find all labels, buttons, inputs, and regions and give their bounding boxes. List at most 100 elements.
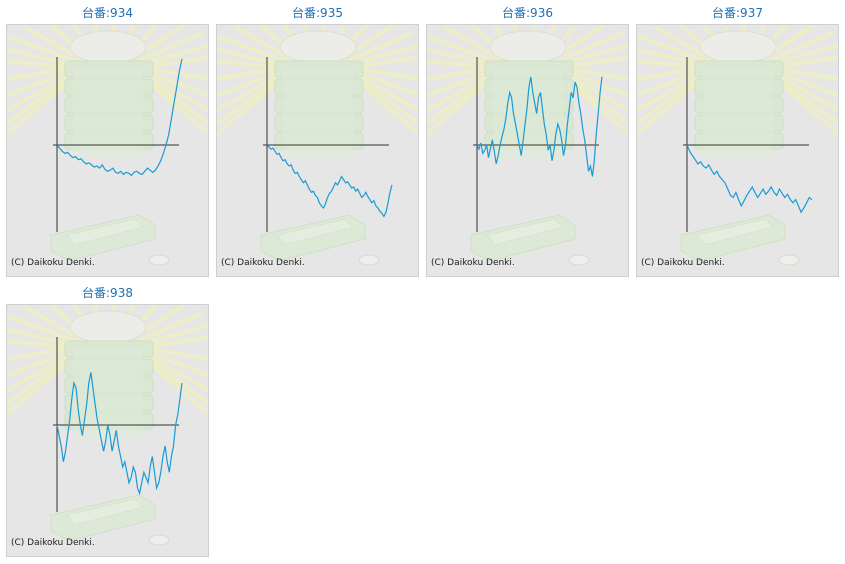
bottom-tray-inner <box>276 218 354 246</box>
light-ray <box>357 70 418 98</box>
balance-line <box>266 144 393 218</box>
stacked-tray <box>64 96 154 114</box>
stacked-tray <box>64 60 154 78</box>
light-ray <box>7 360 70 417</box>
light-ray <box>217 80 280 137</box>
stacked-tray <box>484 114 574 132</box>
light-ray <box>7 34 84 67</box>
light-ray <box>567 70 628 98</box>
light-ray <box>146 360 208 416</box>
light-ray <box>147 74 208 113</box>
balance-line <box>56 58 183 177</box>
card-title[interactable]: 台番:938 <box>82 286 133 300</box>
light-ray <box>356 77 418 126</box>
card-title[interactable]: 台番:936 <box>502 6 553 20</box>
light-ray <box>760 31 834 66</box>
stacked-tray <box>274 78 364 96</box>
light-ray <box>567 66 628 81</box>
light-ray <box>130 311 204 346</box>
light-ray <box>7 350 69 378</box>
light-ray <box>147 66 208 81</box>
stacked-tray <box>484 60 574 78</box>
graph-panel: (C) Daikoku Denki. <box>426 24 629 277</box>
light-ray <box>23 25 89 65</box>
stacked-tray <box>694 78 784 96</box>
light-ray <box>550 31 624 66</box>
copyright-text: (C) Daikoku Denki. <box>431 258 515 268</box>
light-ray <box>7 314 84 347</box>
light-ray <box>427 59 499 71</box>
ball-pile <box>699 30 777 64</box>
light-ray <box>427 77 490 126</box>
graph-panel: (C) Daikoku Denki. <box>6 24 209 277</box>
graph-panel: (C) Daikoku Denki. <box>6 304 209 557</box>
machine-illustration <box>217 25 418 266</box>
balance-line <box>686 144 813 214</box>
light-ray <box>637 34 714 67</box>
tray-column <box>283 69 353 159</box>
light-ray <box>146 80 208 136</box>
stacked-tray <box>274 96 364 114</box>
stacked-tray <box>64 114 154 132</box>
light-ray <box>776 80 838 136</box>
ball-dish <box>148 534 170 546</box>
bottom-tray-inner <box>66 498 144 526</box>
graph-card-934: 台番:934 (C) Daikoku Denki. <box>6 0 209 278</box>
light-ray <box>7 339 79 351</box>
bottom-tray-inner <box>486 218 564 246</box>
card-title[interactable]: 台番:934 <box>82 6 133 20</box>
light-ray <box>637 77 700 126</box>
light-ray <box>427 74 489 113</box>
balance-line <box>56 372 183 496</box>
light-ray <box>7 80 70 137</box>
light-ray <box>637 74 699 113</box>
ball-dish <box>568 254 590 266</box>
stacked-tray <box>64 78 154 96</box>
light-ray <box>146 357 208 406</box>
copyright-text: (C) Daikoku Denki. <box>641 258 725 268</box>
light-ray <box>7 346 69 362</box>
stacked-tray <box>274 60 364 78</box>
light-ray <box>147 350 208 378</box>
tray-column <box>703 69 773 159</box>
light-ray <box>357 74 418 113</box>
light-ray <box>217 70 279 98</box>
light-ray <box>146 77 208 126</box>
ball-dish <box>358 254 380 266</box>
light-ray <box>777 70 838 98</box>
graph-svg <box>217 25 418 266</box>
graph-card-936: 台番:936 (C) Daikoku Denki. <box>426 0 629 278</box>
machine-illustration <box>7 305 208 546</box>
graph-card-935: 台番:935 (C) Daikoku Denki. <box>216 0 419 278</box>
light-ray <box>340 31 414 66</box>
light-ray <box>356 80 418 136</box>
copyright-text: (C) Daikoku Denki. <box>221 258 305 268</box>
ball-dish <box>148 254 170 266</box>
ball-dish <box>778 254 800 266</box>
light-ray <box>130 31 204 66</box>
light-ray <box>427 80 490 137</box>
stacked-tray <box>274 114 364 132</box>
balance-line <box>476 76 603 177</box>
light-ray <box>7 74 69 113</box>
stacked-tray <box>694 60 784 78</box>
graph-svg <box>637 25 838 266</box>
copyright-text: (C) Daikoku Denki. <box>11 258 95 268</box>
light-ray <box>776 77 838 126</box>
card-title[interactable]: 台番:935 <box>292 6 343 20</box>
bottom-tray-inner <box>66 218 144 246</box>
light-ray <box>566 80 628 136</box>
graph-panel: (C) Daikoku Denki. <box>216 24 419 277</box>
graph-svg <box>7 305 208 546</box>
graph-svg <box>7 25 208 266</box>
graph-panel: (C) Daikoku Denki. <box>636 24 839 277</box>
card-title[interactable]: 台番:937 <box>712 6 763 20</box>
light-ray <box>217 77 280 126</box>
light-ray <box>7 66 69 82</box>
copyright-text: (C) Daikoku Denki. <box>11 538 95 548</box>
graph-svg <box>427 25 628 266</box>
light-ray <box>637 70 699 98</box>
ball-pile <box>69 30 147 64</box>
stacked-tray <box>694 96 784 114</box>
stacked-tray <box>64 376 154 394</box>
